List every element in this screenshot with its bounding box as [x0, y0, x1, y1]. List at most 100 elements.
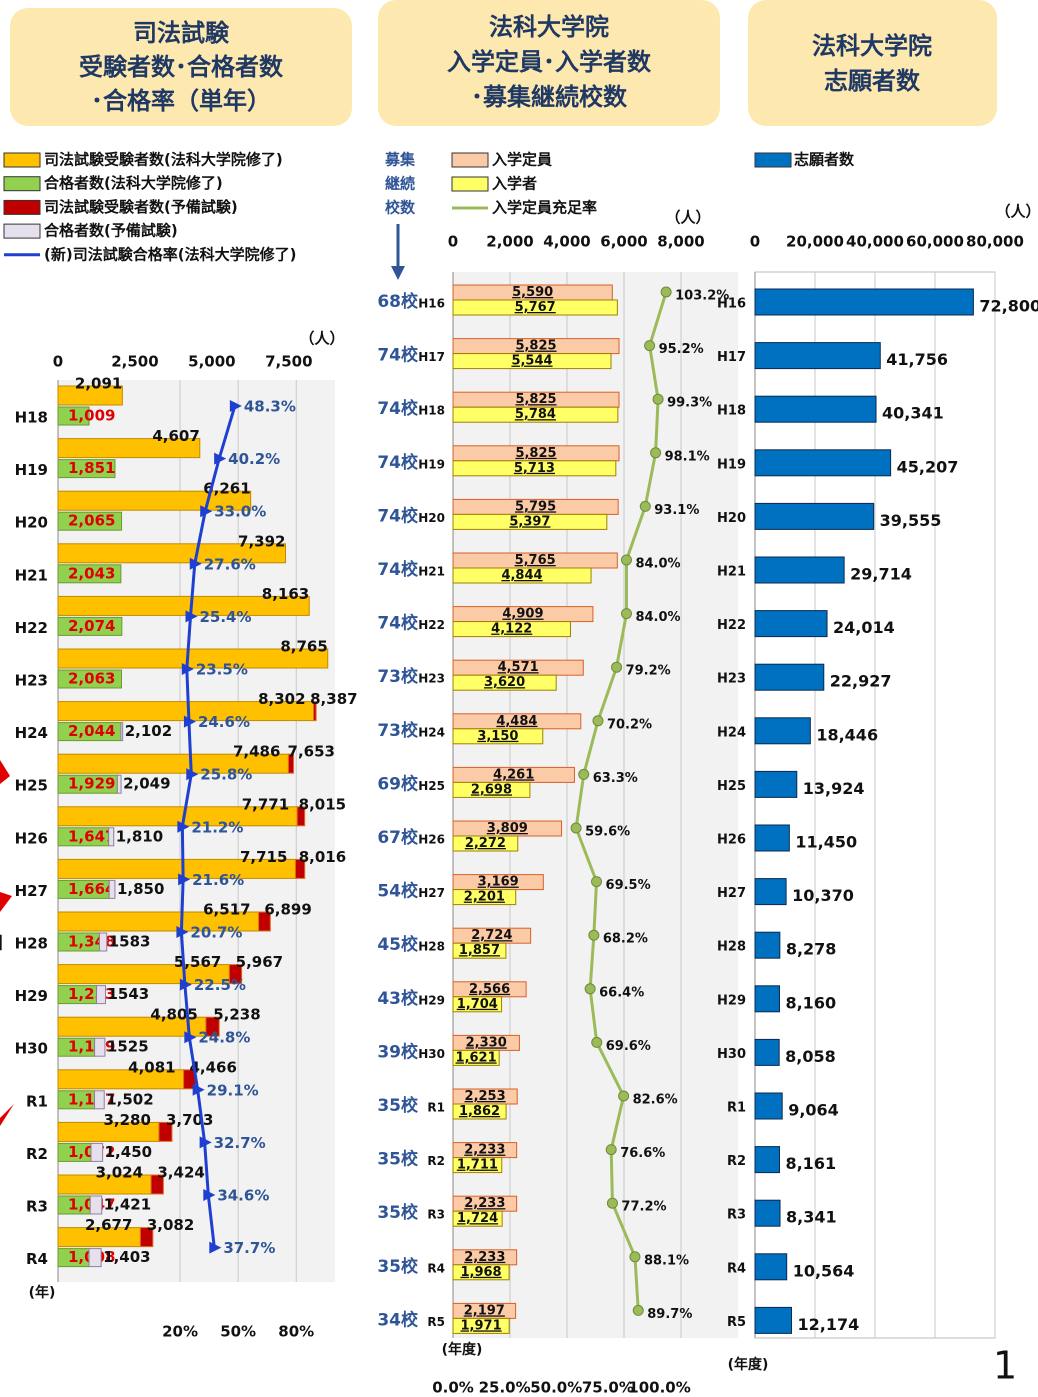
- header-title: 司法試験: [133, 19, 230, 47]
- line-value-label: 93.1%: [654, 503, 699, 518]
- line-value-label: 34.6%: [217, 1187, 269, 1205]
- line-value-label: 70.2%: [607, 717, 652, 732]
- total-label: 3,424: [157, 1164, 204, 1182]
- school-count-label: 67校: [377, 827, 419, 848]
- y-tick-label: H25: [418, 779, 445, 793]
- total-label: 1543: [107, 985, 149, 1003]
- bar: [57, 543, 287, 564]
- value-label: 5,590: [512, 285, 553, 300]
- y-tick-label: H30: [418, 1047, 445, 1061]
- value-label: 3,150: [477, 729, 518, 744]
- y-tick-label: H22: [418, 618, 445, 632]
- value-label: 1,647: [68, 827, 115, 845]
- bar: [754, 1092, 783, 1120]
- value-label: 41,756: [886, 350, 948, 369]
- header-box: [748, 0, 997, 126]
- bar: [452, 406, 619, 423]
- y-tick-label: H27: [717, 886, 746, 901]
- value-label: 1,711: [457, 1158, 498, 1173]
- line-value-label: 89.7%: [647, 1307, 692, 1322]
- value-label: 7,715: [240, 848, 287, 866]
- y-tick-label: H25: [717, 779, 746, 794]
- arrow-mark: [0, 760, 10, 784]
- y-tick-label: H29: [717, 993, 746, 1008]
- value-label: 5,825: [515, 392, 556, 407]
- unit-label: （人）: [995, 203, 1038, 221]
- value-label: 45,207: [897, 457, 959, 476]
- value-label: 8,278: [786, 940, 837, 959]
- bar: [754, 610, 828, 638]
- bar: [754, 1306, 793, 1334]
- marker: [189, 557, 202, 570]
- bar: [57, 385, 123, 406]
- y-tick-label: H22: [717, 618, 746, 633]
- marker: [605, 1144, 617, 1156]
- marker: [177, 820, 190, 833]
- value-label: 24,014: [833, 618, 895, 637]
- legend-arrow-head: [391, 266, 405, 280]
- marker: [592, 715, 604, 727]
- line-value-label: 76.6%: [620, 1146, 665, 1161]
- value-label: 2,724: [471, 928, 512, 943]
- y-tick-label: H21: [15, 566, 48, 584]
- line-value-label: 21.2%: [191, 818, 243, 836]
- bar: [754, 878, 787, 906]
- marker: [192, 1083, 205, 1096]
- x-tick-label: 2,500: [111, 353, 158, 371]
- line-value-label: 88.1%: [644, 1253, 689, 1268]
- bar: [754, 717, 811, 745]
- bar: [452, 1103, 507, 1120]
- line-value-label: 24.6%: [198, 713, 250, 731]
- line-value-label: 98.1%: [665, 449, 710, 464]
- value-label: 1,704: [457, 997, 498, 1012]
- y-tick-label: H19: [15, 461, 48, 479]
- bar: [754, 1253, 788, 1281]
- legend-swatch: [3, 152, 41, 168]
- legend-label: 合格者数(予備試験): [43, 222, 178, 240]
- y-tick-label: H18: [717, 404, 746, 419]
- bar: [228, 964, 243, 985]
- bar: [287, 753, 295, 774]
- value-label: 4,484: [496, 714, 537, 729]
- header-title: 入学定員･入学者数: [447, 48, 652, 76]
- school-count-label: 73校: [377, 720, 419, 741]
- line-value-label: 22.5%: [194, 976, 246, 994]
- y-tick-label: H18: [418, 404, 445, 418]
- value-label: 5,825: [515, 446, 556, 461]
- line-value-label: 32.7%: [214, 1134, 266, 1152]
- y-tick-label: R1: [26, 1092, 48, 1110]
- bar: [754, 770, 798, 798]
- x-tick-label: 0: [448, 233, 458, 251]
- marker: [584, 983, 596, 995]
- total-label: 6,899: [264, 901, 311, 919]
- value-label: 2,091: [75, 375, 122, 393]
- value-label: 2,233: [464, 1143, 505, 1158]
- value-label: 12,174: [798, 1315, 860, 1334]
- y-tick-label: H30: [15, 1040, 48, 1058]
- line-value-label: 21.6%: [192, 871, 244, 889]
- value-label: 72,800: [979, 297, 1038, 316]
- y-tick-label: R4: [26, 1250, 48, 1268]
- value-label: 2,233: [464, 1250, 505, 1265]
- y-tick-label: H23: [15, 672, 48, 690]
- school-count-label: 35校: [377, 1256, 419, 1277]
- x2-tick-label: 50%: [220, 1323, 256, 1341]
- bar: [57, 490, 252, 511]
- marker: [185, 610, 198, 623]
- total-label: 2,102: [125, 722, 172, 740]
- bar: [452, 1317, 510, 1334]
- bar: [96, 985, 106, 1005]
- value-label: 7,392: [238, 532, 285, 550]
- y-tick-label: H25: [15, 777, 48, 795]
- value-label: 2,201: [464, 890, 505, 905]
- x-tick-label: 5,000: [188, 353, 235, 371]
- bar: [158, 1121, 173, 1142]
- header-title: ･募集継続校数: [471, 83, 628, 111]
- marker: [203, 1189, 216, 1201]
- bar: [754, 824, 790, 852]
- total-label: 1,421: [104, 1196, 151, 1214]
- marker: [214, 452, 227, 465]
- bar: [108, 827, 115, 847]
- value-label: 4,261: [493, 767, 534, 782]
- y-tick-label: H24: [15, 724, 48, 742]
